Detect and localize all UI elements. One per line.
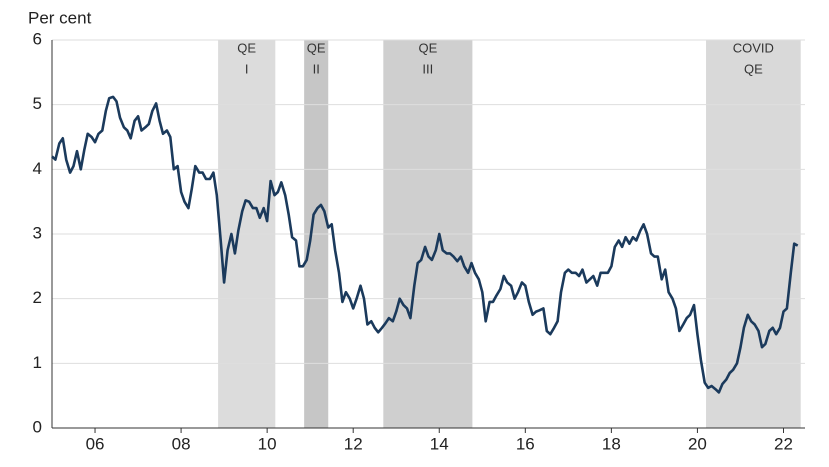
y-tick-label: 5 <box>33 94 42 113</box>
region-label: III <box>422 61 433 76</box>
region-label: QE <box>744 61 763 76</box>
region-label: QE <box>418 40 437 55</box>
region-label: II <box>313 61 320 76</box>
region-label: QE <box>237 40 256 55</box>
y-tick-label: 4 <box>33 159 42 178</box>
x-tick-label: 12 <box>344 434 363 453</box>
x-tick-label: 06 <box>86 434 105 453</box>
region-label: QE <box>307 40 326 55</box>
y-axis-title: Per cent <box>28 8 92 27</box>
y-tick-label: 1 <box>33 353 42 372</box>
x-tick-label: 14 <box>430 434 449 453</box>
y-tick-label: 3 <box>33 223 42 242</box>
region-label: COVID <box>733 40 774 55</box>
x-tick-label: 18 <box>602 434 621 453</box>
x-tick-label: 20 <box>688 434 707 453</box>
x-tick-label: 16 <box>516 434 535 453</box>
data-line <box>51 95 799 394</box>
y-tick-label: 0 <box>33 417 42 436</box>
x-tick-label: 22 <box>774 434 793 453</box>
x-tick-label: 08 <box>172 434 191 453</box>
y-tick-label: 2 <box>33 288 42 307</box>
region-label: I <box>245 61 249 76</box>
x-tick-label: 10 <box>258 434 277 453</box>
y-tick-label: 6 <box>33 29 42 48</box>
